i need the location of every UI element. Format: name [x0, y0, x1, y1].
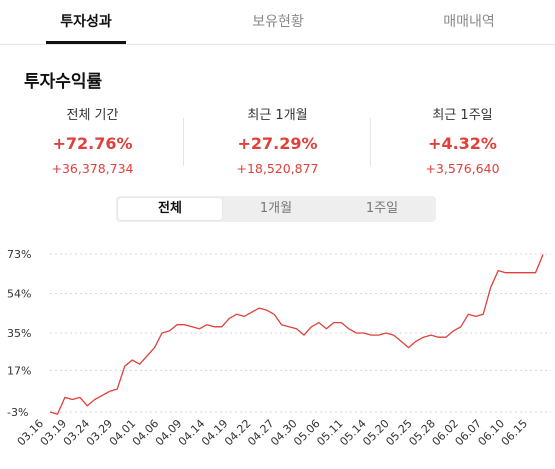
section-title: 투자수익률 — [24, 72, 103, 92]
stat-percent: +72.76% — [52, 134, 133, 153]
stat-label: 최근 1개월 — [247, 108, 308, 123]
tab-trade-history[interactable]: 매매내역 — [443, 14, 495, 30]
tab-investment-performance[interactable]: 투자성과 — [60, 14, 112, 30]
stat-recent-month: 최근 1개월 +27.29% +18,520,877 — [185, 106, 370, 178]
stat-divider — [183, 118, 184, 166]
stat-label: 최근 1주일 — [432, 108, 493, 123]
y-tick-label: 17% — [7, 364, 31, 377]
tab-holdings[interactable]: 보유현황 — [252, 14, 304, 30]
stat-percent: +27.29% — [237, 134, 318, 153]
x-axis-labels: 03.1603.1903.2403.2904.0104.0604.0904.14… — [15, 417, 530, 448]
period-button-1week[interactable]: 1주일 — [365, 201, 399, 216]
series-line — [49, 254, 544, 415]
period-button-all[interactable]: 전체 — [118, 198, 222, 220]
y-tick-label: 35% — [7, 327, 31, 340]
y-tick-label: 54% — [7, 288, 31, 301]
stat-recent-week: 최근 1주일 +4.32% +3,576,640 — [370, 106, 555, 178]
stat-divider — [370, 118, 371, 166]
y-tick-label: 73% — [7, 248, 31, 261]
stat-amount: +3,576,640 — [425, 161, 500, 176]
y-axis-labels: -3% 17% 35% 54% 73% — [7, 248, 31, 419]
stat-amount: +18,520,877 — [236, 161, 319, 176]
period-selector: 전체 1개월 1주일 — [116, 196, 436, 222]
stat-label: 전체 기간 — [66, 108, 119, 123]
stat-percent: +4.32% — [428, 134, 497, 153]
y-tick-label: -3% — [7, 406, 28, 419]
return-line-chart: -3% 17% 35% 54% 73% 03.1603.1903.2403.2904.0… — [7, 248, 551, 448]
stat-total-period: 전체 기간 +72.76% +36,378,734 — [0, 106, 185, 178]
x-tick-label: 06.15 — [499, 417, 530, 448]
top-tabs: 투자성과 보유현황 매매내역 — [0, 0, 555, 45]
active-tab-underline — [46, 41, 126, 44]
stat-amount: +36,378,734 — [51, 161, 134, 176]
period-button-1month[interactable]: 1개월 — [259, 201, 293, 216]
